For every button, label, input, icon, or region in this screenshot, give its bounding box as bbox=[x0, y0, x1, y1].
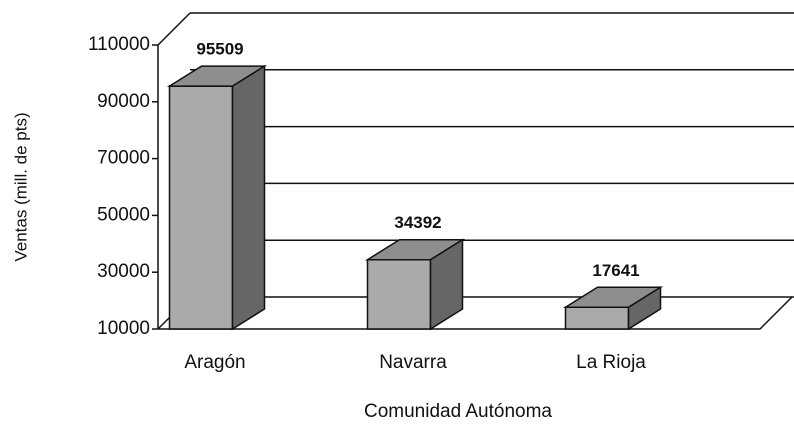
x-tick-label: La Rioja bbox=[576, 352, 646, 373]
data-label: 17641 bbox=[592, 261, 639, 280]
y-axis-label: Ventas (mill. de pts) bbox=[11, 112, 30, 261]
bar-side bbox=[627, 285, 662, 331]
y-tick-label: 30000 bbox=[97, 261, 150, 282]
data-label: 34392 bbox=[394, 213, 441, 232]
y-tick-label: 10000 bbox=[97, 318, 150, 339]
bar-front bbox=[564, 306, 630, 330]
bar-side bbox=[231, 64, 266, 331]
x-tick-label: Navarra bbox=[379, 352, 447, 373]
wall-edge bbox=[157, 12, 191, 46]
x-axis-label: Comunidad Autónoma bbox=[364, 401, 552, 422]
bar-front bbox=[366, 258, 432, 330]
x-tick-label: Aragón bbox=[184, 352, 245, 373]
floor bbox=[158, 296, 793, 330]
bar bbox=[364, 238, 466, 331]
bar-side bbox=[429, 238, 464, 331]
bar bbox=[562, 285, 664, 331]
y-tick-label: 110000 bbox=[88, 34, 150, 55]
bar bbox=[166, 64, 268, 331]
data-label: 95509 bbox=[196, 40, 243, 59]
y-tick-label: 50000 bbox=[97, 204, 150, 225]
y-tick-label: 90000 bbox=[97, 91, 150, 112]
bar-front bbox=[168, 85, 234, 330]
y-tick-label: 70000 bbox=[97, 148, 150, 169]
